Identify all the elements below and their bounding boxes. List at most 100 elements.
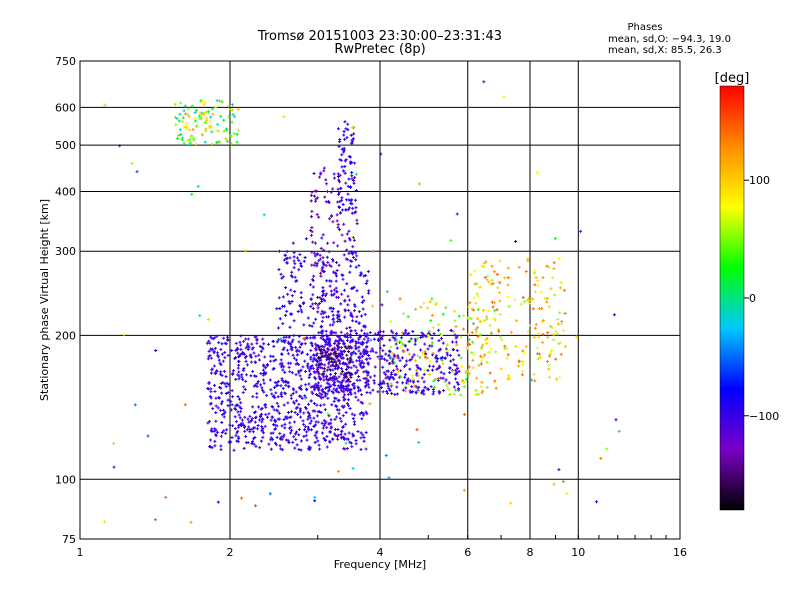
data-point: [454, 364, 458, 368]
data-point: [339, 384, 343, 388]
data-point: [328, 279, 332, 283]
data-point: [321, 286, 325, 290]
data-point: [522, 352, 526, 356]
data-point: [455, 212, 459, 216]
data-point: [348, 380, 352, 384]
data-point: [451, 369, 455, 373]
data-point: [239, 347, 243, 351]
data-point: [520, 373, 524, 377]
data-point: [220, 431, 224, 435]
data-point: [499, 367, 503, 371]
data-point: [423, 385, 427, 389]
data-point: [320, 236, 324, 240]
data-point: [102, 520, 106, 524]
data-point: [219, 370, 223, 374]
data-point: [203, 121, 207, 125]
data-point: [395, 364, 399, 368]
data-point: [214, 411, 218, 415]
data-point: [327, 362, 331, 366]
data-point: [293, 262, 297, 266]
data-point: [352, 309, 356, 313]
data-point: [245, 373, 249, 377]
data-point: [355, 289, 359, 293]
data-point: [236, 351, 240, 355]
data-point: [350, 177, 354, 181]
data-point: [428, 330, 432, 334]
data-point: [292, 356, 296, 360]
data-point: [292, 334, 296, 338]
data-point: [337, 192, 341, 196]
data-point: [237, 377, 241, 381]
data-point: [302, 301, 306, 305]
data-point: [485, 278, 489, 282]
data-point: [339, 349, 343, 353]
data-point: [367, 289, 371, 293]
data-point: [260, 386, 264, 390]
data-point: [391, 335, 395, 339]
data-point: [229, 134, 233, 138]
data-point: [241, 368, 245, 372]
data-point: [315, 213, 319, 217]
data-point: [547, 265, 551, 269]
data-point: [220, 402, 224, 406]
data-point: [302, 411, 306, 415]
y-axis-label: Stationary phase Virtual Height [km]: [38, 199, 51, 401]
data-point: [202, 103, 206, 107]
data-point: [323, 422, 327, 426]
data-point: [345, 446, 349, 450]
data-point: [304, 370, 308, 374]
data-point: [291, 440, 295, 444]
data-point: [306, 417, 310, 421]
data-point: [324, 350, 328, 354]
data-point: [255, 385, 259, 389]
data-point: [315, 196, 319, 200]
data-point: [346, 294, 350, 298]
data-point: [465, 347, 469, 351]
data-point: [242, 425, 246, 429]
data-point: [562, 288, 566, 292]
data-point: [475, 282, 479, 286]
data-point: [203, 140, 207, 144]
data-point: [355, 315, 359, 319]
data-point: [333, 384, 337, 388]
data-point: [513, 298, 517, 302]
data-point: [298, 387, 302, 391]
data-point: [395, 346, 399, 350]
data-point: [471, 358, 475, 362]
x-tick-label: 6: [464, 546, 471, 559]
data-point: [415, 363, 419, 367]
data-point: [338, 211, 342, 215]
data-point: [480, 359, 484, 363]
data-point: [237, 363, 241, 367]
data-point: [471, 322, 475, 326]
data-point: [212, 349, 216, 353]
data-point: [343, 432, 347, 436]
data-point: [392, 353, 396, 357]
data-point: [449, 328, 453, 332]
data-point: [232, 132, 236, 136]
data-point: [219, 408, 223, 412]
data-point: [262, 390, 266, 394]
data-point: [364, 381, 368, 385]
data-point: [303, 342, 307, 346]
data-point: [367, 354, 371, 358]
data-point: [474, 327, 478, 331]
data-point: [558, 375, 562, 379]
data-point: [389, 382, 393, 386]
data-point: [428, 359, 432, 363]
data-point: [332, 320, 336, 324]
data-point: [255, 382, 259, 386]
data-point: [614, 418, 618, 422]
data-point: [347, 206, 351, 210]
data-point: [227, 104, 231, 108]
data-point: [190, 192, 194, 196]
data-point: [203, 112, 207, 116]
data-point: [381, 349, 385, 353]
data-point: [381, 365, 385, 369]
data-point: [231, 395, 235, 399]
data-point: [319, 344, 323, 348]
data-point: [452, 385, 456, 389]
data-point: [256, 380, 260, 384]
data-point: [416, 386, 420, 390]
data-point: [401, 388, 405, 392]
